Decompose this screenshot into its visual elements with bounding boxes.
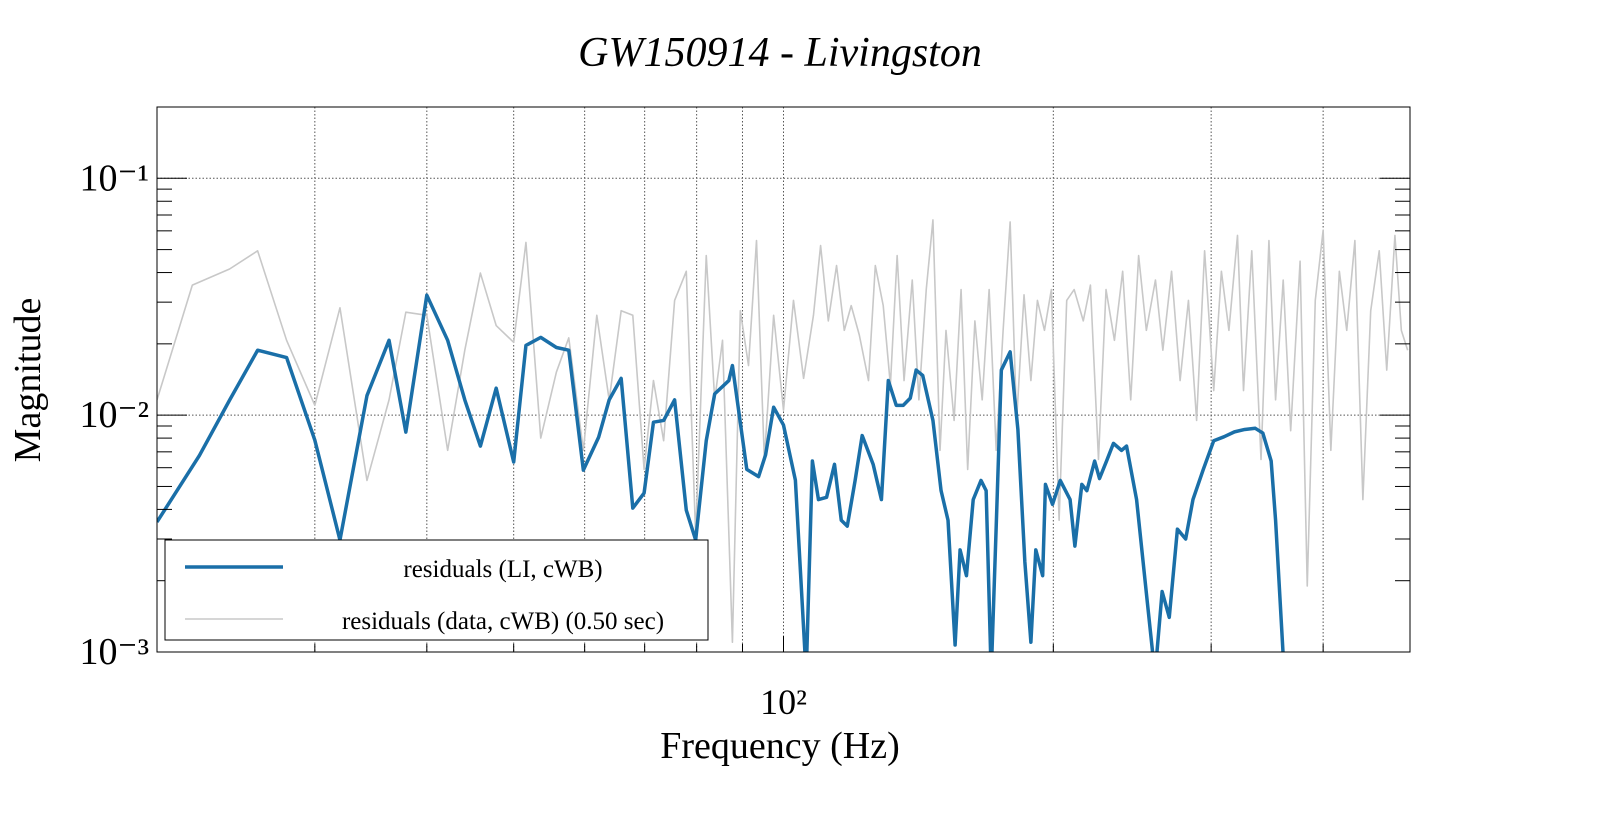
x-tick-label: 10² — [760, 682, 807, 722]
plot-lines — [157, 219, 1409, 652]
x-axis-label: Frequency (Hz) — [660, 725, 900, 767]
y-axis-label: Magnitude — [7, 298, 49, 463]
series-line — [157, 293, 1285, 652]
legend-box — [164, 539, 709, 641]
legend-label: residuals (LI, cWB) — [403, 556, 602, 583]
legend: residuals (LI, cWB) residuals (data, cWB)… — [164, 539, 709, 641]
y-tick-label: 10⁻³ — [80, 631, 149, 673]
chart-title: GW150914 - Livingston — [578, 30, 982, 76]
ticks: 10² 10⁻³ 10⁻² 10⁻¹ — [80, 106, 1410, 722]
y-tick-label: 10⁻¹ — [80, 157, 149, 199]
series-line — [157, 219, 1409, 643]
y-tick-label: 10⁻² — [80, 394, 149, 436]
legend-label: residuals (data, cWB) (0.50 sec) — [342, 608, 664, 635]
